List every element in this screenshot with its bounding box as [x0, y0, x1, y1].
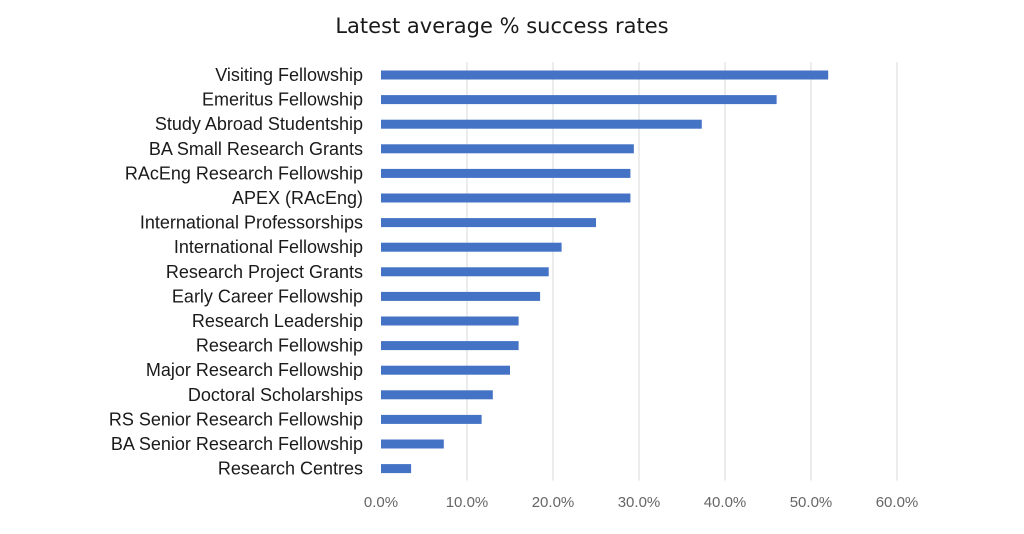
- bar: [381, 390, 493, 400]
- bar: [381, 341, 519, 351]
- category-label: Research Leadership: [192, 311, 363, 331]
- category-label: International Professorships: [140, 213, 363, 233]
- bar: [381, 291, 541, 301]
- bar-layer: [381, 70, 829, 474]
- category-label: RAcEng Research Fellowship: [125, 163, 363, 183]
- bar: [381, 168, 631, 178]
- category-label: Study Abroad Studentship: [155, 114, 363, 134]
- category-label: BA Senior Research Fellowship: [111, 434, 363, 454]
- bar: [381, 242, 562, 252]
- bar: [381, 267, 549, 277]
- category-label: Emeritus Fellowship: [202, 90, 363, 110]
- category-label: International Fellowship: [174, 237, 363, 257]
- x-tick-label: 30.0%: [618, 494, 661, 511]
- x-tick-label: 20.0%: [532, 494, 575, 511]
- x-tick-label: 60.0%: [876, 494, 919, 511]
- bar: [381, 439, 444, 449]
- x-tick-label: 0.0%: [364, 494, 398, 511]
- x-tick-label: 40.0%: [704, 494, 747, 511]
- category-label: Major Research Fellowship: [146, 360, 363, 380]
- category-label: Research Centres: [218, 459, 363, 479]
- bar: [381, 70, 829, 80]
- category-label: Doctoral Scholarships: [188, 385, 363, 405]
- category-label: RS Senior Research Fellowship: [109, 409, 363, 429]
- category-label: Research Fellowship: [196, 336, 363, 356]
- category-label: Research Project Grants: [166, 262, 363, 282]
- bar: [381, 193, 631, 203]
- tick-label-layer: 0.0% 10.0% 20.0% 30.0% 40.0% 50.0% 60.0%: [364, 494, 918, 511]
- category-label-layer: Visiting Fellowship Emeritus Fellowship St…: [109, 65, 363, 479]
- bar: [381, 316, 519, 326]
- bar: [381, 218, 596, 228]
- bar: [381, 119, 702, 129]
- category-label: APEX (RAcEng): [232, 188, 363, 208]
- bar: [381, 95, 777, 105]
- bar: [381, 144, 634, 154]
- bar: [381, 464, 412, 474]
- bar: [381, 365, 510, 375]
- category-label: BA Small Research Grants: [149, 139, 363, 159]
- grid-layer: [466, 62, 898, 481]
- category-label: Visiting Fellowship: [215, 65, 363, 85]
- bar: [381, 414, 482, 424]
- category-label: Early Career Fellowship: [172, 286, 363, 306]
- x-tick-label: 50.0%: [790, 494, 833, 511]
- chart-title: Latest average % success rates: [335, 14, 669, 38]
- x-tick-label: 10.0%: [446, 494, 489, 511]
